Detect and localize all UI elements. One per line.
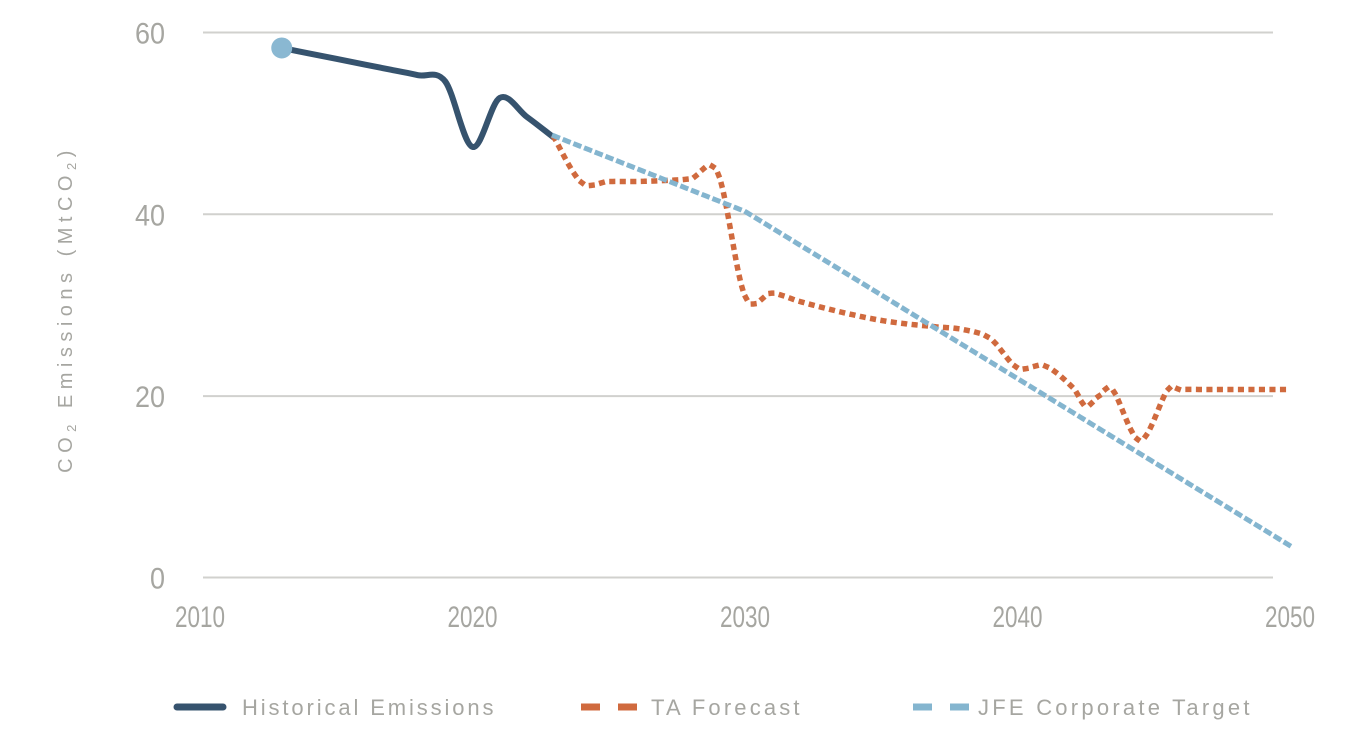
x-tick-label-2050: 2050 <box>1265 601 1315 634</box>
legend-label-jfe-corporate-target: JFE Corporate Target <box>978 695 1250 720</box>
y-axis-title-part: CO <box>55 432 77 473</box>
gridlines <box>203 31 1273 579</box>
series-line-jfe-corporate-target <box>551 132 1294 550</box>
y-axis-ticks: 60 40 20 0 <box>135 18 165 596</box>
x-tick-label-2020: 2020 <box>448 601 498 634</box>
y-axis-title-part: ) <box>55 145 77 157</box>
legend-label-historical-emissions: Historical Emissions <box>242 695 494 720</box>
y-tick-label-60: 60 <box>135 18 165 51</box>
y-tick-label-40: 40 <box>135 199 165 232</box>
legend-item-jfe-corporate-target: JFE Corporate Target <box>913 695 1250 720</box>
series-start-marker <box>271 37 293 59</box>
x-tick-label-2030: 2030 <box>720 601 770 634</box>
x-tick-label-2040: 2040 <box>993 601 1043 634</box>
x-axis-ticks: 2010 2020 2030 2040 2050 <box>175 601 1315 634</box>
y-axis-title: CO2 Emissions (MtCO2) <box>55 145 79 473</box>
y-axis-title-subscript: 2 <box>64 419 79 432</box>
y-axis-title-subscript: 2 <box>64 157 79 170</box>
x-tick-label-2010: 2010 <box>175 601 225 634</box>
legend-item-ta-forecast: TA Forecast <box>581 695 800 720</box>
legend: Historical Emissions TA Forecast JFE Cor… <box>173 695 1250 720</box>
series-line-historical-emissions <box>278 44 558 150</box>
y-tick-label-20: 20 <box>135 381 165 414</box>
series-line-ta-forecast <box>550 134 1293 444</box>
legend-item-historical-emissions: Historical Emissions <box>173 695 494 720</box>
y-tick-label-0: 0 <box>150 563 165 596</box>
y-axis-title-part: Emissions (MtCO <box>55 170 77 419</box>
legend-label-ta-forecast: TA Forecast <box>651 695 800 720</box>
series-layer <box>271 37 1294 550</box>
